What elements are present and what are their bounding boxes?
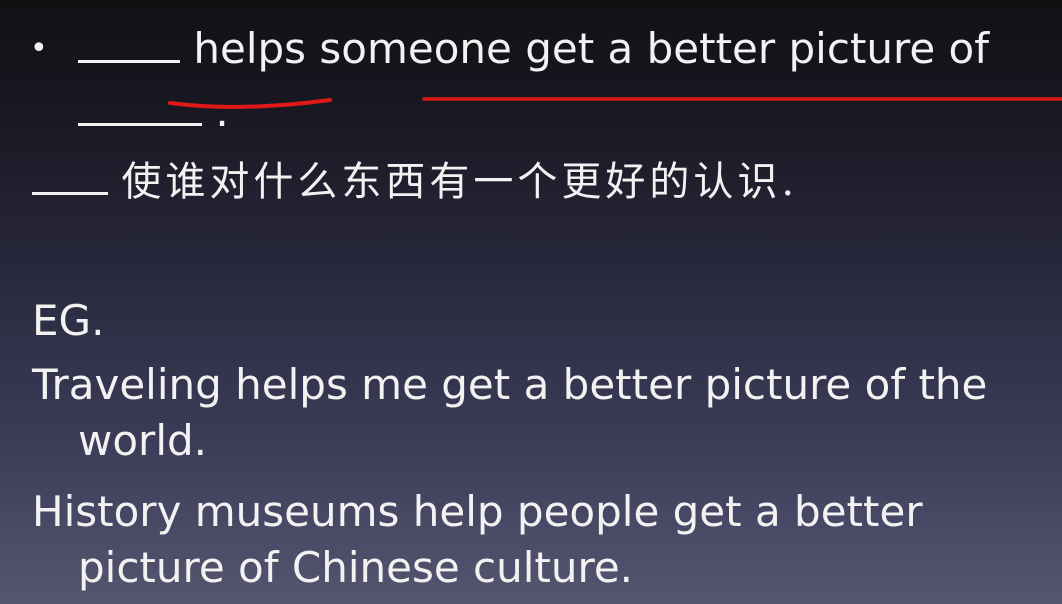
bullet-line-2: . xyxy=(78,91,229,133)
example-sentence-2-line-1: History museums help people get a better xyxy=(32,487,923,536)
red-underline-long xyxy=(422,97,1062,102)
example-sentence-1-line-1: Traveling helps me get a better picture … xyxy=(32,360,988,409)
translation-text: 使谁对什么东西有一个更好的认识. xyxy=(121,159,799,205)
translation-line: 使谁对什么东西有一个更好的认识. xyxy=(32,160,798,202)
bullet-point: • xyxy=(30,31,48,66)
example-label: EG. xyxy=(32,296,105,345)
answer-blank-1 xyxy=(78,60,180,63)
answer-blank-2 xyxy=(78,123,202,126)
example-sentence-1-line-2: world. xyxy=(78,416,207,465)
bullet-line-1-text: helps someone get a better picture of xyxy=(193,24,990,73)
example-sentence-2-line-2: picture of Chinese culture. xyxy=(78,543,634,592)
bullet-line-1: helps someone get a better picture of xyxy=(78,28,989,70)
bullet-line-2-punct: . xyxy=(215,87,229,136)
answer-blank-3 xyxy=(32,192,108,195)
